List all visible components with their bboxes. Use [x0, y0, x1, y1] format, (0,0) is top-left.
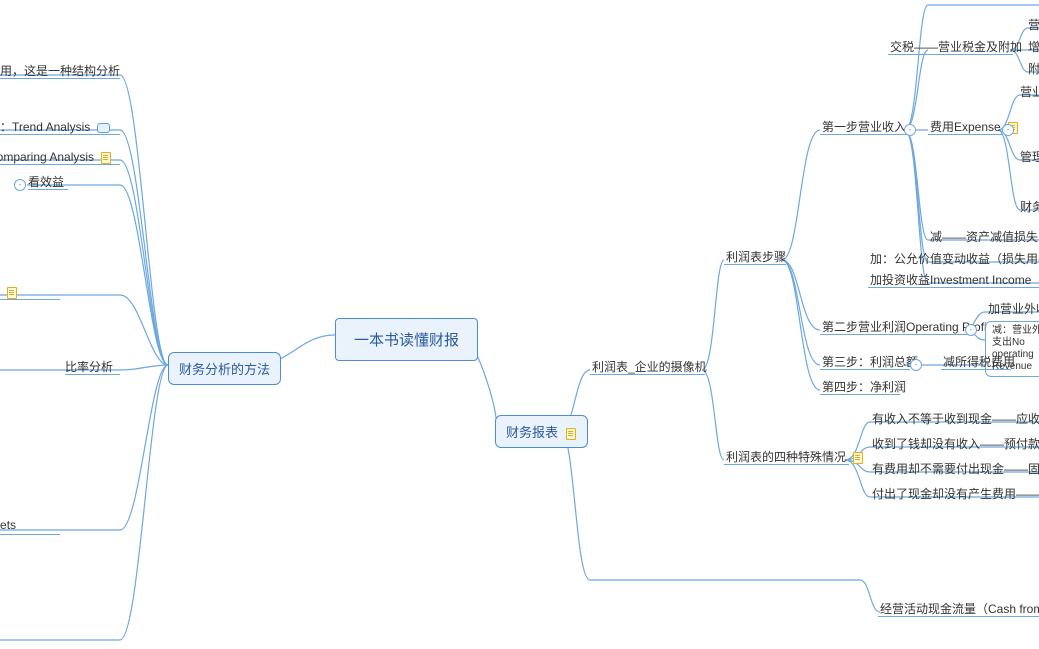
root-node[interactable]: 一本书读懂财报 — [335, 318, 478, 361]
root-label: 一本书读懂财报 — [354, 332, 459, 349]
underline — [0, 299, 60, 300]
leaf-op-exp[interactable]: 营业费用= — [1020, 83, 1039, 102]
underline — [941, 369, 1011, 370]
leaf-sp-ar[interactable]: 有收入不等于收到现金——应收账款 — [872, 410, 1039, 429]
leaf-sp-rent[interactable]: 付出了现金却没有产生费用——下一年租金 — [872, 485, 1039, 504]
collapse-toggle[interactable]: - — [14, 179, 26, 191]
leaf-sp-fixed[interactable]: 有费用却不需要付出现金——固定资产在不断 — [872, 460, 1039, 479]
underline — [724, 264, 786, 265]
leaf-fin-exp[interactable]: 财务费用 — [1020, 198, 1039, 217]
leaf-fair-value[interactable]: 加：公允价值变动收益（损失用-号填 — [870, 250, 1039, 269]
underline — [0, 164, 120, 165]
branch-methods[interactable]: 财务分析的方法 — [168, 352, 281, 385]
note-icon — [565, 428, 577, 440]
underline — [928, 134, 1003, 135]
comment-icon — [97, 122, 109, 134]
leaf-impair[interactable]: 减——资产减值损失 — [930, 228, 1038, 247]
branch-statements[interactable]: 财务报表 — [495, 415, 588, 448]
collapse-toggle[interactable]: - — [965, 324, 977, 336]
underline — [820, 334, 970, 335]
note-icon — [100, 152, 112, 164]
leaf-tax-biz[interactable]: 营业 — [1028, 16, 1039, 35]
underline — [820, 394, 900, 395]
leaf-admin-exp[interactable]: 管理费用G — [1020, 148, 1039, 167]
leaf-tax-vat[interactable]: 增值 — [1028, 38, 1039, 57]
underline — [0, 534, 60, 535]
collapse-toggle[interactable]: - — [910, 359, 922, 371]
underline — [888, 54, 1013, 55]
underline — [868, 287, 1039, 288]
underline — [28, 189, 68, 190]
underline — [724, 464, 849, 465]
underline — [590, 374, 705, 375]
leaf-add-non[interactable]: 加营业外收入 — [988, 300, 1039, 319]
underline — [0, 134, 120, 135]
branch-statements-label: 财务报表 — [506, 425, 558, 440]
leaf-tax-add[interactable]: 附加 — [1028, 60, 1039, 79]
collapse-toggle[interactable]: - — [904, 124, 916, 136]
underline — [878, 616, 1039, 617]
note-icon — [6, 287, 18, 299]
underline — [0, 78, 120, 79]
note-icon — [852, 452, 864, 464]
leaf-sp-prepaid[interactable]: 收到了钱却没有收入——预付款 — [872, 435, 1039, 454]
underline — [820, 134, 908, 135]
underline — [65, 374, 120, 375]
underline — [820, 369, 910, 370]
leaf-roa[interactable]: turn on Assets — [0, 518, 16, 534]
collapse-toggle[interactable]: - — [1002, 124, 1014, 136]
branch-methods-label: 财务分析的方法 — [179, 362, 270, 377]
